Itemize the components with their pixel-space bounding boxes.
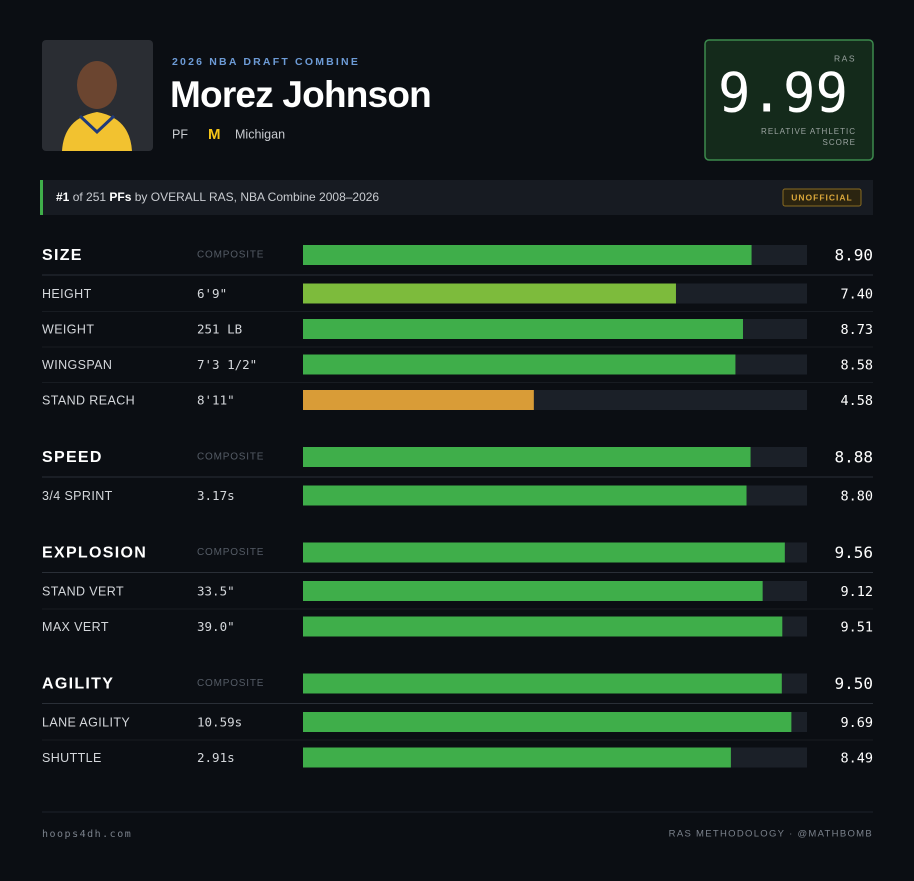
row-label: WINGSPAN — [42, 358, 112, 372]
rank-accent — [40, 180, 43, 215]
row-label: WEIGHT — [42, 322, 94, 336]
measure: 3.17s — [197, 488, 235, 503]
score: 9.69 — [840, 715, 873, 731]
section-name: EXPLOSION — [42, 545, 147, 562]
score: 9.51 — [840, 620, 873, 636]
ras-caption: SCORE — [823, 138, 856, 147]
measure: 10.59s — [197, 715, 242, 730]
bar — [303, 616, 783, 637]
position: PF — [172, 127, 188, 141]
measure: 6'9" — [197, 286, 227, 301]
event: 2026 NBA DRAFT COMBINE — [172, 56, 360, 68]
composite-label: COMPOSITE — [197, 250, 264, 261]
rank-text: #1 of 251 PFs by OVERALL RAS, NBA Combin… — [56, 190, 379, 204]
row-label: HEIGHT — [42, 287, 92, 301]
bar — [303, 673, 782, 694]
score: 8.90 — [834, 246, 873, 265]
score: 8.80 — [840, 489, 873, 505]
score: 9.50 — [834, 674, 873, 693]
rank: #1 — [56, 190, 70, 204]
composite-label: COMPOSITE — [197, 452, 264, 463]
score: 7.40 — [840, 287, 873, 303]
ras-label: RAS — [834, 53, 856, 63]
section-name: SPEED — [42, 449, 103, 466]
ras-score: 9.99 — [718, 62, 848, 125]
row-label: 3/4 SPRINT — [42, 489, 113, 503]
ras-box — [704, 39, 874, 161]
badge-text: UNOFFICIAL — [791, 192, 852, 202]
measure: 7'3 1/2" — [197, 357, 257, 372]
score: 8.88 — [834, 448, 873, 467]
score: 4.58 — [840, 393, 873, 409]
footer-right: RAS METHODOLOGY · @MATHBOMB — [669, 829, 873, 840]
score: 9.12 — [840, 584, 873, 600]
bar — [303, 319, 743, 339]
section-name: AGILITY — [42, 676, 114, 693]
bar — [303, 581, 763, 601]
section-name: SIZE — [42, 247, 83, 264]
bar — [303, 542, 785, 563]
score: 8.49 — [840, 751, 873, 767]
school-logo: M — [208, 126, 221, 143]
rank-pos: PFs — [109, 190, 131, 204]
score: 8.73 — [840, 322, 873, 338]
row-label: STAND VERT — [42, 584, 124, 598]
bar — [303, 390, 534, 410]
composite-label: COMPOSITE — [197, 547, 264, 558]
measure: 251 LB — [197, 322, 242, 337]
row-label: LANE AGILITY — [42, 715, 130, 729]
badge — [782, 188, 862, 207]
row-label: MAX VERT — [42, 620, 109, 634]
stats: SIZE COMPOSITE 8.90 HEIGHT 6'9" 7.40 WEIGHT 251… — [42, 245, 873, 768]
bar — [303, 283, 676, 304]
composite-label: COMPOSITE — [197, 678, 264, 689]
score: 8.58 — [840, 358, 873, 374]
measure: 8'11" — [197, 393, 235, 408]
bar — [303, 354, 736, 375]
bar — [303, 485, 747, 506]
ras-caption: RELATIVE ATHLETIC — [761, 127, 856, 136]
bar — [303, 712, 792, 732]
rank-desc: by OVERALL RAS, NBA Combine 2008–2026 — [131, 190, 379, 204]
rank-bar — [40, 180, 873, 215]
measure: 2.91s — [197, 750, 235, 765]
measure: 39.0" — [197, 619, 235, 634]
player-photo — [42, 40, 153, 151]
rank-of: of 251 — [69, 190, 109, 204]
bar — [303, 747, 731, 768]
bar — [303, 245, 752, 265]
school: Michigan — [235, 127, 285, 141]
row-label: STAND REACH — [42, 393, 135, 407]
player-name: Morez Johnson — [170, 74, 431, 115]
footer-left: hoops4dh.com — [42, 829, 132, 840]
bar — [303, 447, 751, 467]
score: 9.56 — [834, 543, 873, 562]
row-label: SHUTTLE — [42, 751, 102, 765]
measure: 33.5" — [197, 584, 235, 599]
